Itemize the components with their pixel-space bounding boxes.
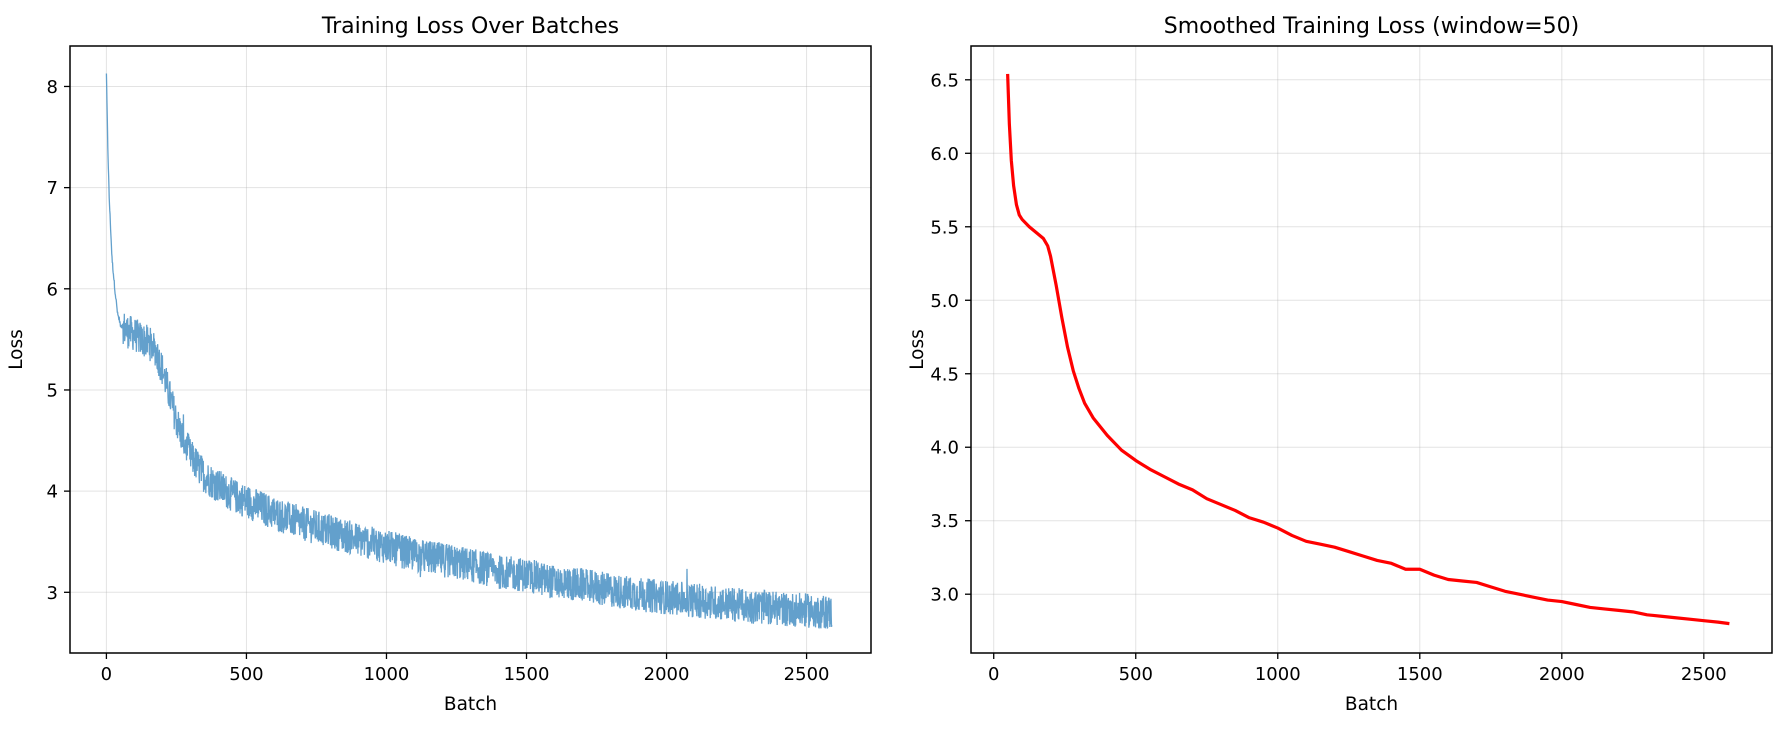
series-layer bbox=[1006, 73, 1730, 626]
tick-layer: 0 500 1000 1500 2000 2500 3 4 5 6 7 8 bbox=[47, 77, 830, 685]
y-tick-label: 6 bbox=[47, 279, 58, 300]
x-tick-label: 1000 bbox=[364, 664, 410, 685]
x-tick-label: 2500 bbox=[1681, 664, 1727, 685]
loss-chart-panel: 0 500 1000 1500 2000 2500 3 4 5 6 7 8 Training Loss… bbox=[6, 14, 872, 715]
chart-title: Smoothed Training Loss (window=50) bbox=[1164, 14, 1580, 39]
y-axis-label: Loss bbox=[6, 329, 27, 370]
y-tick-label: 3.5 bbox=[930, 511, 959, 532]
y-tick-label: 5 bbox=[47, 380, 58, 401]
x-tick-label: 2500 bbox=[784, 664, 830, 685]
x-tick-label: 2000 bbox=[1539, 664, 1585, 685]
tick-layer: 0 500 1000 1500 2000 2500 3.0 3.5 4.0 4.5 5.0 5.5 6.… bbox=[930, 70, 1726, 685]
y-tick-label: 5.0 bbox=[930, 291, 959, 312]
y-tick-label: 4 bbox=[47, 482, 58, 503]
plot-frame bbox=[69, 45, 872, 654]
x-tick-label: 0 bbox=[988, 664, 999, 685]
x-axis-label: Batch bbox=[1345, 694, 1398, 715]
x-tick-label: 2000 bbox=[644, 664, 690, 685]
loss-series-line bbox=[105, 73, 833, 630]
smoothed-loss-chart-panel: 0 500 1000 1500 2000 2500 3.0 3.5 4.0 4.5 5.0 5.5 6.… bbox=[907, 14, 1773, 715]
grid-lines bbox=[971, 46, 1772, 653]
plot-frame bbox=[970, 45, 1773, 654]
y-tick-label: 4.5 bbox=[930, 364, 959, 385]
x-tick-label: 500 bbox=[229, 664, 263, 685]
y-tick-label: 6.5 bbox=[930, 70, 959, 91]
x-axis-label: Batch bbox=[444, 694, 497, 715]
y-tick-label: 5.5 bbox=[930, 217, 959, 238]
x-tick-label: 1000 bbox=[1255, 664, 1301, 685]
series-layer bbox=[105, 73, 833, 630]
x-tick-label: 500 bbox=[1119, 664, 1153, 685]
smoothed-loss-series-line bbox=[1006, 73, 1730, 626]
y-tick-label: 7 bbox=[47, 178, 58, 199]
y-tick-label: 4.0 bbox=[930, 438, 959, 459]
y-tick-label: 3.0 bbox=[930, 585, 959, 606]
y-tick-label: 8 bbox=[47, 77, 58, 98]
y-tick-label: 3 bbox=[47, 583, 58, 604]
x-tick-label: 1500 bbox=[1397, 664, 1443, 685]
x-tick-label: 1500 bbox=[504, 664, 550, 685]
x-tick-label: 0 bbox=[101, 664, 112, 685]
chart-title: Training Loss Over Batches bbox=[321, 14, 619, 39]
y-axis-label: Loss bbox=[907, 329, 928, 370]
y-tick-label: 6.0 bbox=[930, 144, 959, 165]
grid-lines bbox=[70, 46, 871, 653]
